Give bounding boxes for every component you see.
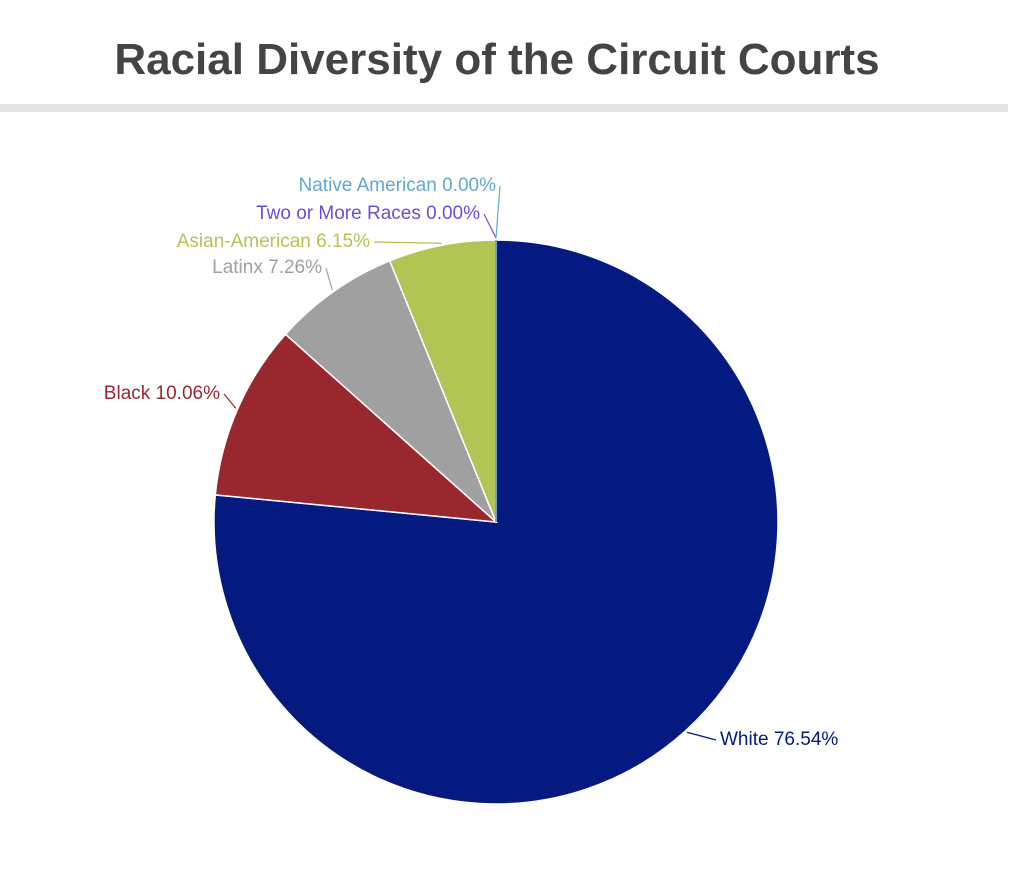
- chart-title: Racial Diversity of the Circuit Courts: [114, 35, 879, 84]
- pie-slice: [214, 333, 499, 523]
- data-label: White 76.54%: [720, 729, 838, 750]
- label-value: 0.00%: [426, 203, 480, 224]
- data-label: Asian-American 6.15%: [177, 231, 370, 252]
- pie-slice: [213, 239, 779, 805]
- label-value: 0.00%: [442, 175, 496, 196]
- label-name: Latinx: [212, 257, 263, 278]
- data-label: Native American 0.00%: [299, 175, 497, 196]
- data-label: Black 10.06%: [104, 383, 220, 404]
- leader-line: [686, 731, 717, 741]
- label-value: 10.06%: [156, 383, 221, 404]
- label-name: Native American: [299, 175, 437, 196]
- leader-line: [223, 393, 237, 409]
- label-name: Two or More Races: [256, 203, 421, 224]
- leader-line: [495, 185, 501, 239]
- title-rule: [0, 104, 1008, 112]
- data-label: Latinx 7.26%: [212, 257, 322, 278]
- data-label: Two or More Races 0.00%: [256, 203, 480, 224]
- label-value: 7.26%: [268, 257, 322, 278]
- label-name: Asian-American: [177, 231, 311, 252]
- label-name: Black: [104, 383, 151, 404]
- leader-line: [483, 213, 497, 239]
- label-value: 6.15%: [316, 231, 370, 252]
- leader-line: [325, 267, 333, 291]
- label-value: 76.54%: [774, 729, 839, 750]
- pie-slice: [284, 259, 497, 523]
- leader-line: [373, 241, 442, 244]
- label-name: White: [720, 729, 769, 750]
